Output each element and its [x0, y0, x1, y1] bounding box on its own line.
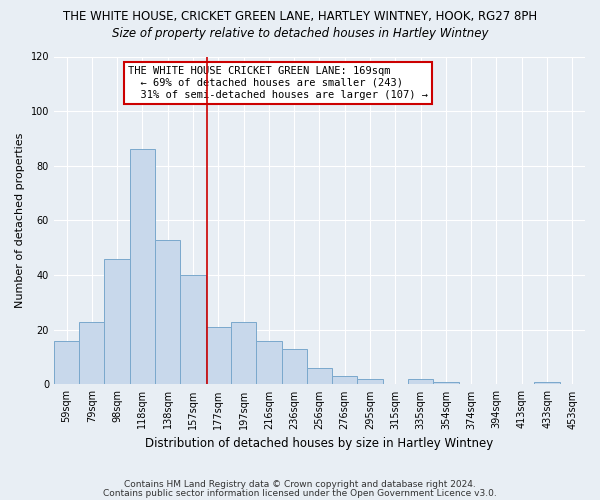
Bar: [358, 379, 383, 384]
Text: Size of property relative to detached houses in Hartley Wintney: Size of property relative to detached ho…: [112, 28, 488, 40]
Bar: [256, 340, 281, 384]
Bar: [281, 349, 307, 384]
Bar: [408, 379, 433, 384]
Bar: [332, 376, 358, 384]
Bar: [535, 382, 560, 384]
Bar: [307, 368, 332, 384]
Bar: [54, 340, 79, 384]
Bar: [206, 327, 231, 384]
Bar: [79, 322, 104, 384]
Bar: [181, 275, 206, 384]
Y-axis label: Number of detached properties: Number of detached properties: [15, 133, 25, 308]
Bar: [231, 322, 256, 384]
Bar: [104, 258, 130, 384]
Bar: [130, 150, 155, 384]
Bar: [155, 240, 181, 384]
X-axis label: Distribution of detached houses by size in Hartley Wintney: Distribution of detached houses by size …: [145, 437, 494, 450]
Text: THE WHITE HOUSE CRICKET GREEN LANE: 169sqm
  ← 69% of detached houses are smalle: THE WHITE HOUSE CRICKET GREEN LANE: 169s…: [128, 66, 428, 100]
Bar: [433, 382, 458, 384]
Text: Contains public sector information licensed under the Open Government Licence v3: Contains public sector information licen…: [103, 488, 497, 498]
Text: Contains HM Land Registry data © Crown copyright and database right 2024.: Contains HM Land Registry data © Crown c…: [124, 480, 476, 489]
Text: THE WHITE HOUSE, CRICKET GREEN LANE, HARTLEY WINTNEY, HOOK, RG27 8PH: THE WHITE HOUSE, CRICKET GREEN LANE, HAR…: [63, 10, 537, 23]
